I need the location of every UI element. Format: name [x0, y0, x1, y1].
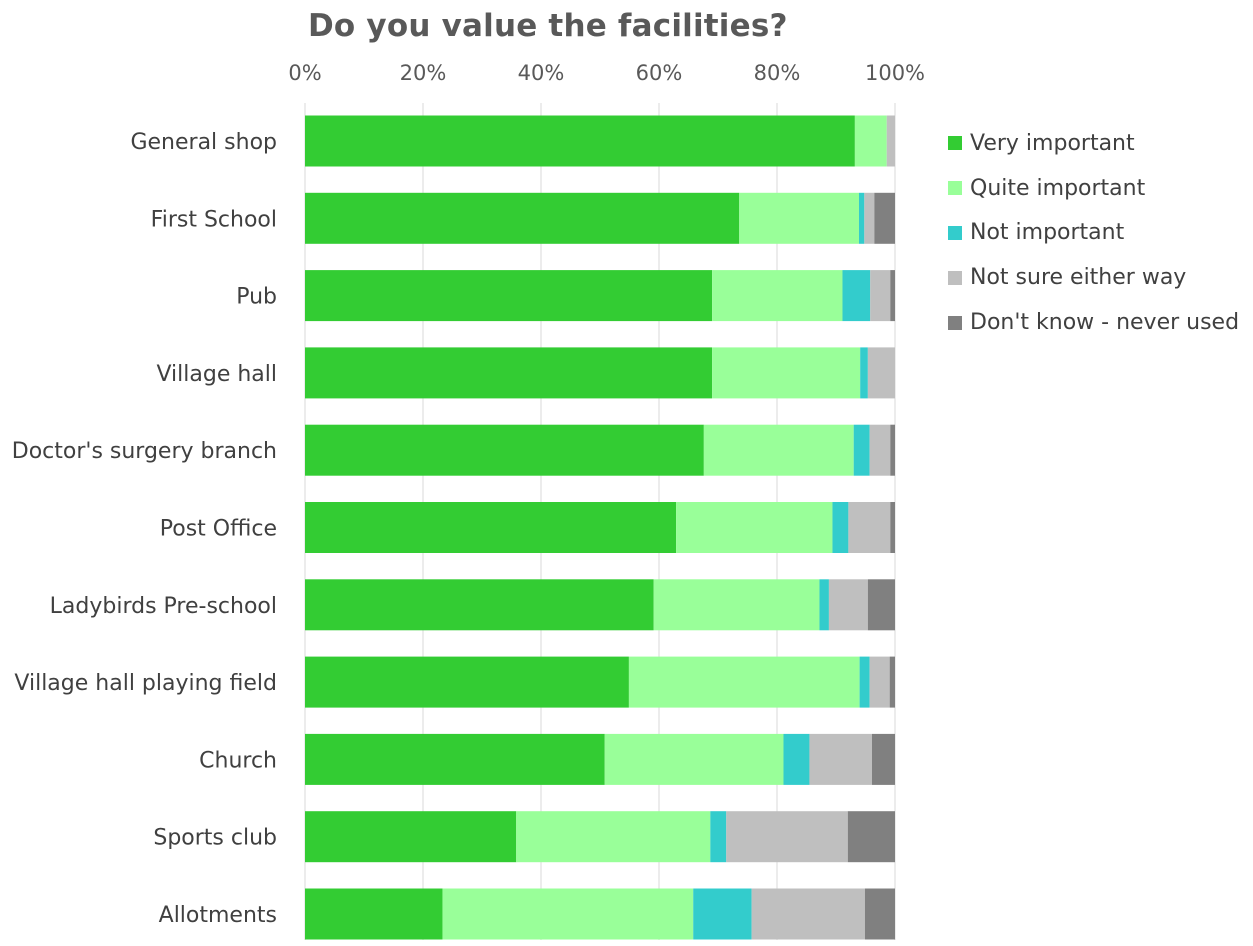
bar-segment: [516, 811, 711, 863]
legend-label: Not sure either way: [970, 265, 1187, 291]
bar-segment: [783, 733, 810, 785]
legend-item: Not important: [948, 211, 1239, 256]
bar-segment: [869, 424, 891, 476]
bar-segment: [890, 424, 895, 476]
bar-segment: [869, 656, 890, 708]
bar-segment: [864, 888, 895, 940]
bar-segment: [305, 579, 654, 631]
bar-segment: [886, 115, 895, 167]
bar-segment: [305, 115, 855, 167]
legend-item: Don't know - never used: [948, 300, 1239, 345]
legend-swatch: [948, 270, 962, 285]
legend-swatch: [948, 315, 962, 330]
category-label: Village hall: [156, 362, 277, 387]
bar-segment: [890, 502, 895, 553]
legend-label: Very important: [970, 130, 1135, 156]
bar-segment: [710, 811, 727, 863]
bar-segment: [848, 502, 891, 553]
legend-swatch: [948, 225, 962, 240]
bar-segment: [890, 270, 895, 322]
bar-segment: [889, 656, 895, 708]
bar-segment: [703, 424, 854, 476]
legend-item: Not sure either way: [948, 255, 1239, 300]
bar-segment: [847, 811, 895, 863]
legend-label: Not important: [970, 220, 1125, 246]
category-labels: General shop First School Pub Village hall D…: [12, 130, 277, 928]
category-label: Doctor's surgery branch: [12, 439, 277, 464]
bar-segment: [305, 656, 629, 708]
x-tick-label: 80%: [754, 61, 801, 85]
bar-segment: [305, 192, 740, 244]
bar-segment: [809, 733, 872, 785]
category-label: Post Office: [160, 517, 277, 542]
category-label: Sports club: [153, 826, 277, 851]
legend-swatch: [948, 136, 962, 151]
x-tick-label: 0%: [288, 61, 321, 85]
bar-segment: [305, 811, 517, 863]
bar-segment: [604, 733, 784, 785]
x-tick-label: 100%: [865, 61, 925, 85]
bar-segment: [867, 347, 895, 399]
chart-title: Do you value the facilities?: [308, 8, 788, 44]
x-axis-tick-labels: 0% 20% 40% 60% 80% 100%: [288, 61, 925, 85]
bar-segment: [712, 347, 861, 399]
bars: [305, 115, 895, 940]
category-label: Allotments: [159, 903, 277, 928]
bar-segment: [819, 579, 829, 631]
bar-segment: [853, 424, 870, 476]
bar-segment: [712, 270, 843, 322]
legend: Very important Quite important Not importa…: [948, 121, 1239, 345]
bar-segment: [442, 888, 694, 940]
bar-segment: [693, 888, 752, 940]
bar-segment: [305, 888, 443, 940]
bar-segment: [305, 424, 704, 476]
category-label: Ladybirds Pre-school: [50, 594, 277, 619]
bar-segment: [871, 733, 895, 785]
bar-segment: [870, 270, 891, 322]
bar-segment: [874, 192, 895, 244]
bar-segment: [751, 888, 865, 940]
category-label: Church: [199, 748, 277, 773]
bar-segment: [828, 579, 868, 631]
bar-segment: [842, 270, 871, 322]
bar-segment: [832, 502, 849, 553]
category-label: General shop: [130, 130, 277, 155]
bar-segment: [854, 115, 887, 167]
bar-segment: [859, 192, 865, 244]
legend-item: Quite important: [948, 166, 1239, 211]
bar-segment: [305, 733, 605, 785]
category-label: Village hall playing field: [14, 671, 277, 696]
bar-segment: [860, 347, 868, 399]
bar-segment: [739, 192, 860, 244]
category-label: First School: [151, 207, 277, 232]
bar-segment: [859, 656, 870, 708]
bar-segment: [867, 579, 895, 631]
bar-segment: [305, 270, 713, 322]
bar-segment: [628, 656, 860, 708]
legend-swatch: [948, 181, 962, 196]
x-tick-label: 60%: [636, 61, 683, 85]
legend-label: Quite important: [970, 175, 1146, 201]
legend-item: Very important: [948, 121, 1239, 166]
category-label: Pub: [236, 285, 277, 310]
bar-segment: [676, 502, 833, 553]
bar-segment: [305, 502, 677, 553]
bar-segment: [864, 192, 875, 244]
bar-segment: [726, 811, 848, 863]
x-tick-label: 20%: [400, 61, 447, 85]
bar-segment: [305, 347, 713, 399]
bar-segment: [653, 579, 820, 631]
x-tick-label: 40%: [518, 61, 565, 85]
legend-label: Don't know - never used: [970, 310, 1240, 336]
